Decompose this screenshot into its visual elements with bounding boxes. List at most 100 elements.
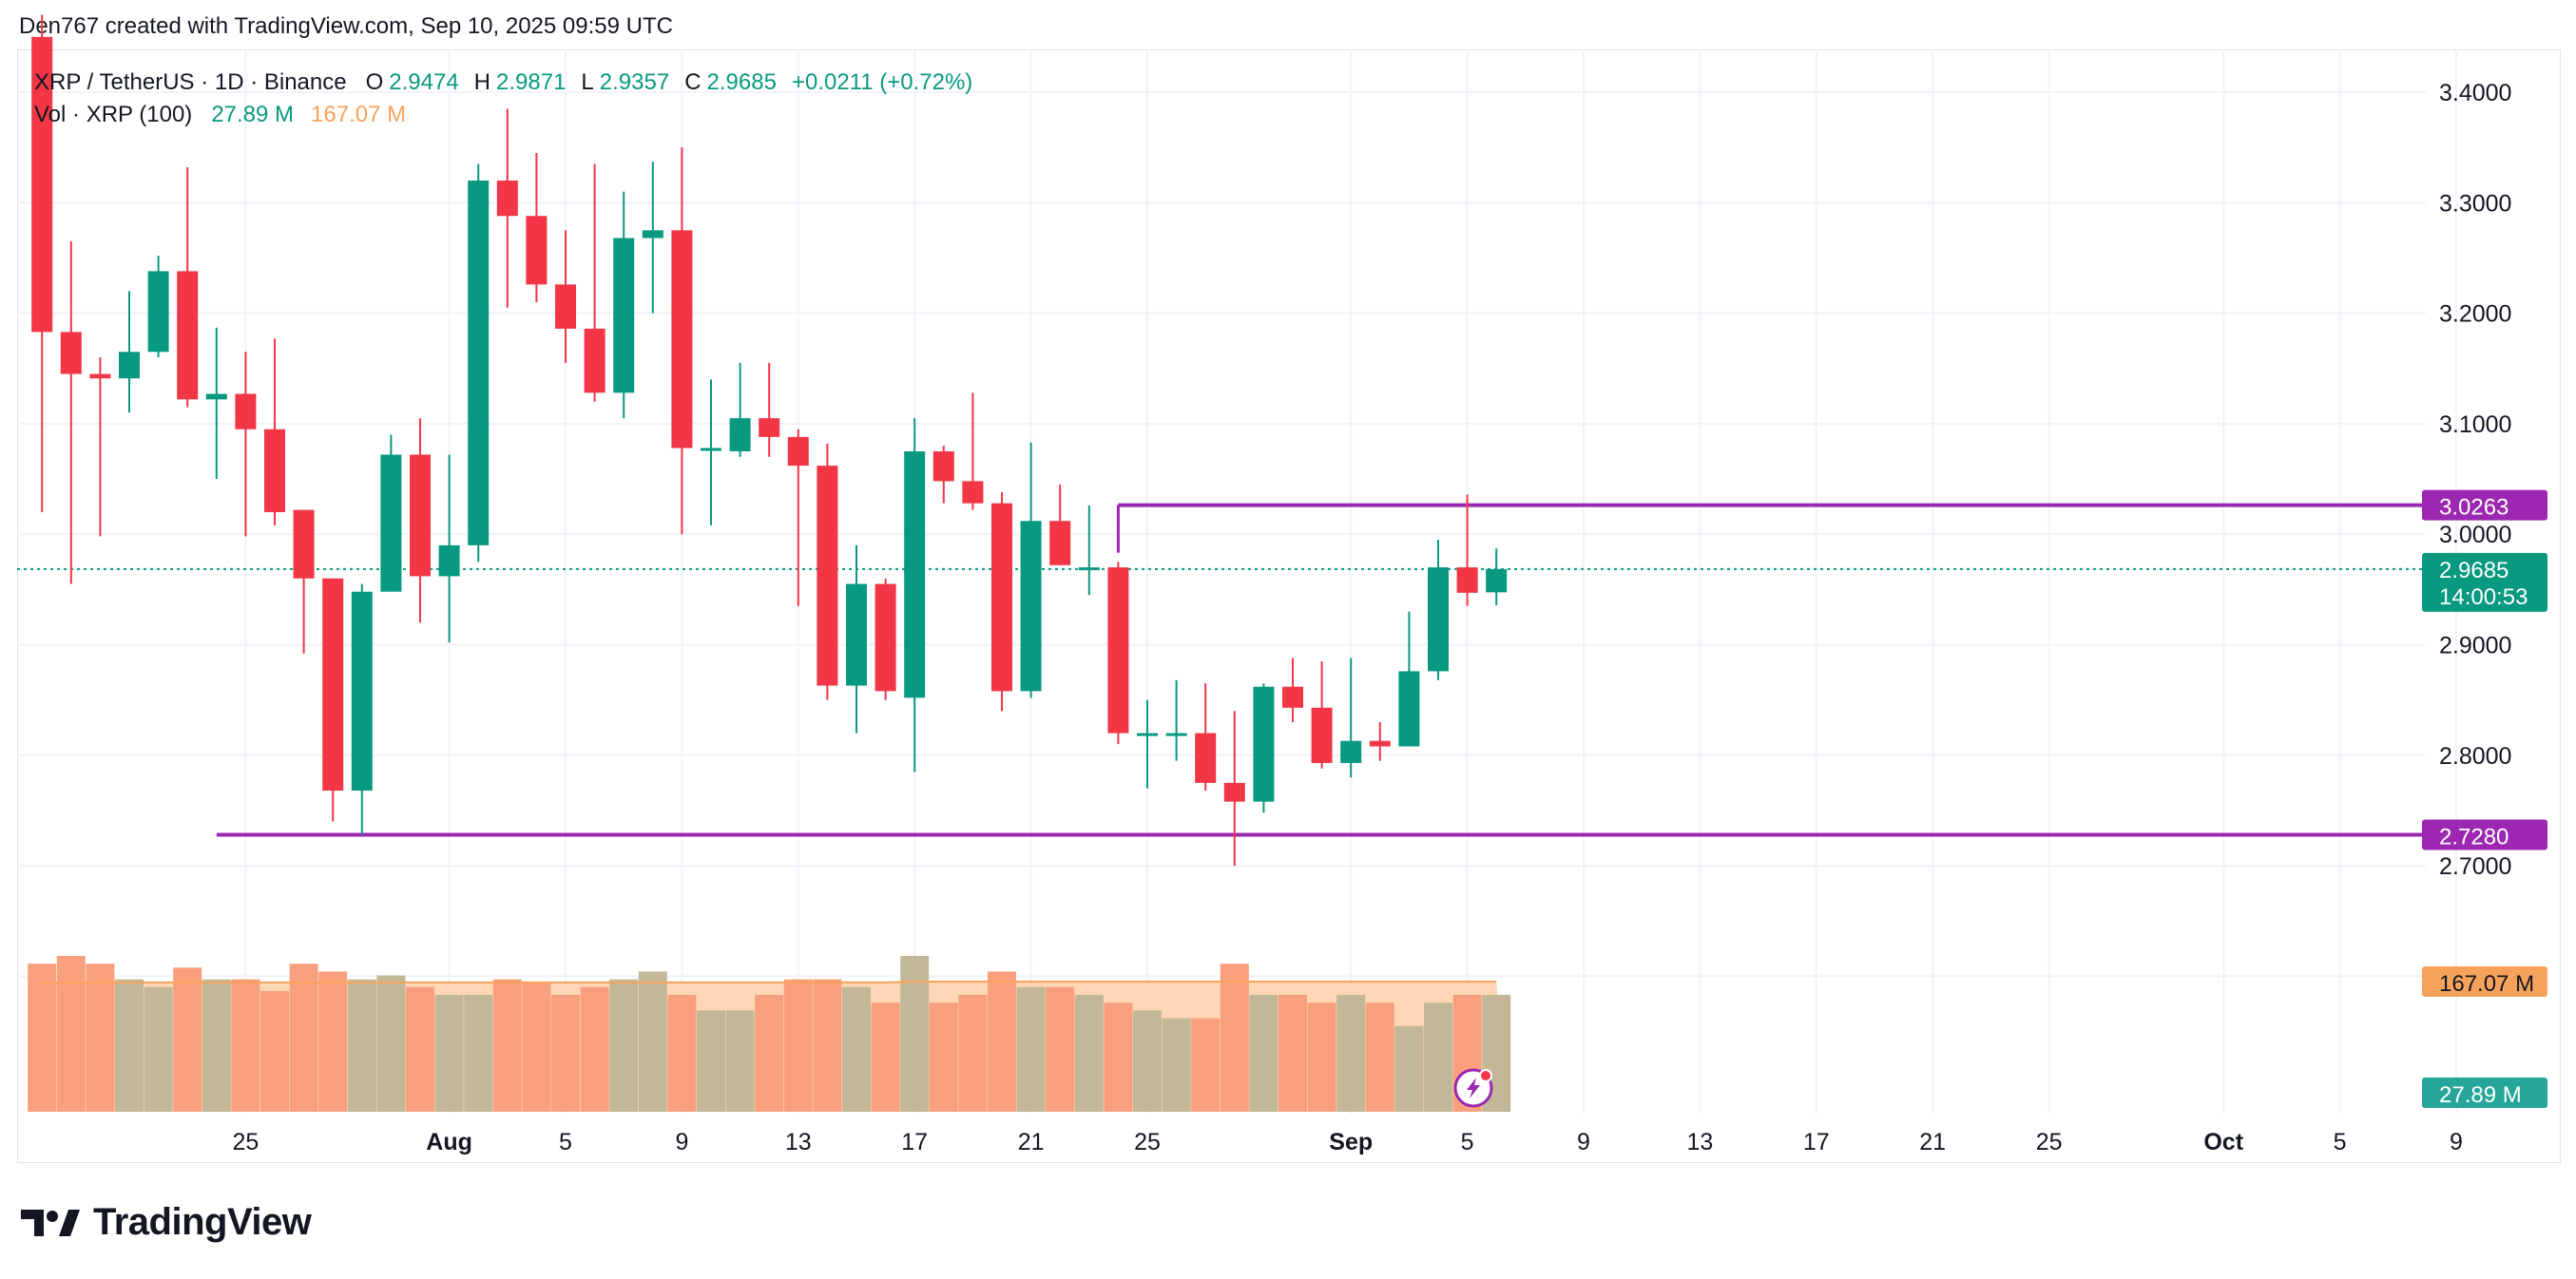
candle-body [438,544,460,577]
candle-body [177,271,199,400]
candle-body [468,181,490,545]
x-tick-label: Oct [2203,1129,2243,1155]
x-tick-label: Aug [426,1129,472,1155]
chart-frame [17,49,2561,1163]
candle [846,544,867,734]
candle-body [1253,686,1275,802]
candle [701,379,721,525]
flash-icon[interactable] [1453,1068,1493,1108]
volume-bar [1133,1010,1162,1112]
volume-bar [1394,1025,1424,1112]
x-tick-label: 9 [2450,1129,2463,1155]
tradingview-logo[interactable]: TradingView [21,1201,312,1244]
candle-body [1282,686,1303,708]
volume-bar [1249,995,1278,1112]
volume-ma-tag-text: 167.07 M [2439,971,2534,997]
x-tick-label: 5 [1461,1129,1474,1155]
x-tick-label: 5 [559,1129,572,1155]
volume-bar [609,979,639,1112]
candle [759,362,780,457]
volume-bar [56,956,86,1112]
chart-credit: Den767 created with TradingView.com, Sep… [19,13,673,39]
candle [31,14,53,512]
volume-bar [783,979,813,1112]
y-tick-label: 3.1000 [2439,411,2511,438]
candle [1223,711,1245,867]
volume-bar [1191,1018,1221,1112]
candle-body [380,454,402,592]
candle [205,327,227,480]
y-tick-label: 3.2000 [2439,301,2511,328]
volume-bar [725,1010,755,1112]
last-price-tag-bg [2422,552,2547,612]
candle-body [264,429,285,512]
symbol-label[interactable]: XRP / TetherUS · 1D · Binance [34,69,347,95]
candle-body [1398,671,1420,747]
candle-body [962,481,984,504]
candle-body [1311,707,1333,763]
x-tick-label: Sep [1329,1129,1373,1155]
volume-bar [929,1002,958,1112]
x-tick-label: 5 [2334,1129,2347,1155]
y-tick-label: 2.7000 [2439,853,2511,880]
volume-bar [988,971,1016,1112]
y-tick-label: 2.9000 [2439,633,2511,659]
candle-body [60,332,82,374]
candle [235,352,257,537]
level-price-tag-bg [2422,489,2547,521]
volume-bar [1424,1002,1452,1112]
candle [1369,721,1391,761]
candle [496,108,518,308]
volume-bar [1307,1002,1336,1112]
volume-bar [1336,995,1366,1112]
candle-body [729,418,751,451]
candle-body [1165,733,1187,736]
candle-body [671,230,693,449]
volume-bar [755,995,784,1112]
volume-tag: 27.89 M [2422,1078,2547,1108]
candle [962,392,984,510]
candle-body [410,454,431,577]
candle [1282,658,1303,722]
candle-body [613,238,635,393]
candle [729,362,751,457]
candle [526,152,548,302]
candle [584,163,606,402]
volume-bar [28,964,57,1112]
x-tick-label: 17 [1803,1129,1830,1155]
volume-value: 27.89 M [211,102,295,127]
axes: 2.60002.70002.80002.90003.00003.10003.20… [232,80,2511,1155]
level-price-tag-bg [2422,819,2547,850]
volume-label[interactable]: Vol · XRP (100) [34,102,193,127]
candle-body [1456,567,1478,593]
candle [1456,494,1478,606]
candle [438,454,460,643]
volume-ma-tag-bg [2422,966,2547,998]
candle [613,191,635,419]
candle [904,418,926,773]
last-price-tag-text: 2.9685 [2439,558,2509,583]
candles [31,14,1508,867]
candle-body [1428,567,1449,672]
candle-body [89,373,111,379]
candle-body [526,216,548,285]
volume-bar [1074,995,1104,1112]
candle-body [496,181,518,217]
candle-body [759,418,780,437]
y-tick-label: 3.4000 [2439,80,2511,106]
candle [293,509,315,654]
candle [322,578,344,822]
candle-body [322,578,344,792]
candle [351,583,373,835]
volume-ma-tag: 167.07 M [2422,966,2547,998]
tradingview-wordmark: TradingView [93,1201,312,1243]
candle-body [904,450,926,698]
volume-pane [28,956,1511,1112]
candle-body [584,328,606,393]
candle-body [1223,782,1245,802]
